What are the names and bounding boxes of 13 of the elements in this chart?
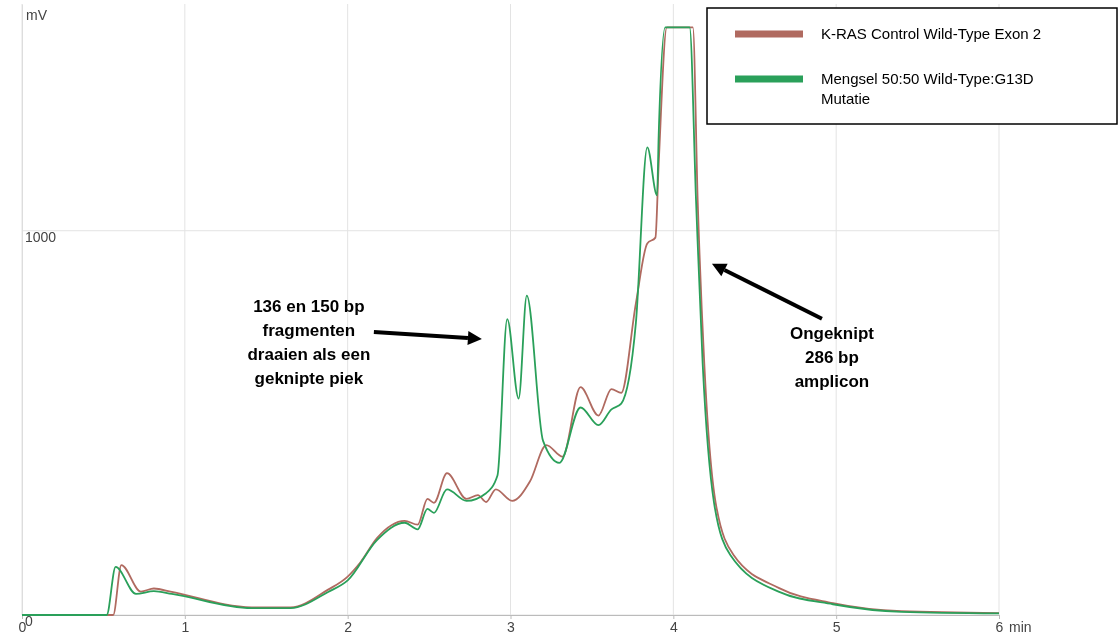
x-tick-label: 5 <box>832 618 841 635</box>
x-tick-label: 4 <box>669 618 678 635</box>
x-tick-label: 3 <box>507 618 516 635</box>
x-tick-label: 6 <box>995 618 1004 635</box>
x-tick-label: 1 <box>181 618 190 635</box>
legend-label: Mengsel 50:50 Wild-Type:G13D Mutatie <box>821 70 1034 107</box>
x-axis-title: min <box>1009 619 1032 635</box>
legend-label: K-RAS Control Wild-Type Exon 2 <box>821 25 1042 42</box>
x-tick-label: 2 <box>344 618 353 635</box>
y-tick-label: 1000 <box>25 228 57 245</box>
y-axis-title: mV <box>26 7 48 23</box>
annotation: Ongeknipt 286 bp amplicon <box>789 323 875 391</box>
annotation: 136 en 150 bp fragmenten draaien als een geknipte piek <box>247 296 371 388</box>
